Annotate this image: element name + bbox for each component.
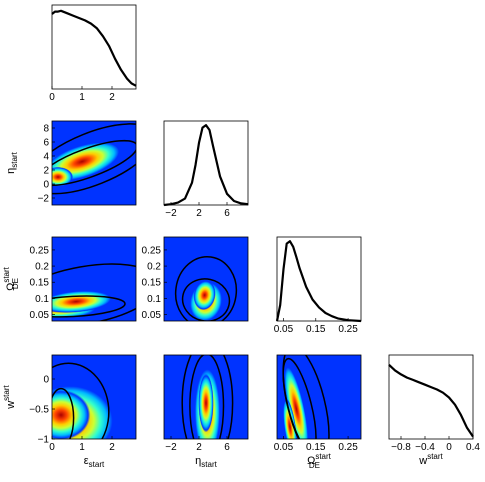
x-tick-label: 0.15 <box>306 442 326 453</box>
x-tick-label: 0.05 <box>274 324 294 335</box>
marginal-panel-4: −0.8 −0.4 0 0.4 <box>388 354 480 453</box>
x-tick-label: −0.4 <box>415 442 435 453</box>
marginal-panel-1: 0 1 2 <box>49 4 137 103</box>
density-blob <box>52 389 91 439</box>
y-tick-label: 4 <box>43 152 49 163</box>
marginal-panel-2: −2 2 6 <box>163 120 249 219</box>
y-tick-label: 0.2 <box>147 262 161 273</box>
confidence-contour <box>282 355 330 439</box>
density-blob <box>193 280 216 311</box>
x-axis-label-w: wstart <box>418 452 443 467</box>
density-blob <box>283 363 310 439</box>
confidence-contour <box>52 387 75 439</box>
y-tick-label: 6 <box>43 138 49 149</box>
joint-panel-1-3: 0.05 0.1 0.15 0.2 0.25 <box>30 236 137 322</box>
confidence-contour <box>189 355 225 439</box>
x-tick-label: 0 <box>49 92 55 103</box>
y-tick-label: 0.1 <box>147 294 161 305</box>
joint-panel-3-4: 0.05 0.15 0.25 <box>274 354 362 453</box>
y-tick-label: −2 <box>38 194 50 205</box>
confidence-contour <box>52 123 136 195</box>
y-tick-label: 0 <box>43 375 49 386</box>
axes-frame <box>276 354 362 440</box>
panels-layer: 0 1 2 −2 2 6 0.05 0.15 0.25 −0.8 −0.4 0 0.4 −2 0 2 4 6 8 0.… <box>2 4 480 470</box>
marginal-curve <box>51 9 137 87</box>
confidence-contour <box>181 278 231 321</box>
x-tick-label: −2 <box>165 208 177 219</box>
confidence-contour <box>181 355 234 439</box>
y-tick-label: 0.25 <box>142 245 162 256</box>
x-axis-label-eps: εstart <box>84 455 105 469</box>
joint-panel-1-2: −2 0 2 4 6 8 <box>38 120 137 206</box>
x-tick-label: 0 <box>446 442 452 453</box>
x-tick-label: 1 <box>79 92 85 103</box>
joint-panel-2-4: −2 2 6 <box>163 354 249 453</box>
x-tick-label: 0.15 <box>306 324 326 335</box>
axes-frame <box>163 120 249 206</box>
x-tick-label: 0.25 <box>338 324 358 335</box>
y-tick-label: 0.15 <box>30 278 50 289</box>
x-tick-label: 6 <box>224 208 230 219</box>
x-tick-label: 1 <box>79 442 85 453</box>
axes-frame <box>51 236 137 322</box>
y-tick-label: 0.15 <box>142 278 162 289</box>
y-tick-label: 8 <box>43 124 49 135</box>
axes-frame <box>163 236 249 322</box>
joint-panel-1-4: 0 1 2 −1 −0.5 0 <box>29 354 137 453</box>
y-tick-label: 0.1 <box>35 294 49 305</box>
axes-frame <box>276 236 362 322</box>
x-tick-label: 0.4 <box>466 442 480 453</box>
x-tick-label: 2 <box>196 442 202 453</box>
x-tick-label: 2 <box>109 442 115 453</box>
x-tick-label: 2 <box>109 92 115 103</box>
y-tick-label: −0.5 <box>29 405 49 416</box>
marginal-curve <box>388 363 474 438</box>
x-tick-label: 0 <box>49 442 55 453</box>
axes-frame <box>51 354 137 440</box>
x-tick-label: −0.8 <box>391 442 411 453</box>
density-blob <box>282 397 298 439</box>
y-axis-label-omega: ΩstartDE <box>2 266 20 291</box>
confidence-contour <box>52 295 126 318</box>
y-axis-label-eta: ηstart <box>5 151 19 173</box>
marginal-curve <box>275 240 362 323</box>
y-tick-label: 0.25 <box>30 245 50 256</box>
density-blob <box>198 373 214 433</box>
marginal-curve <box>163 124 249 207</box>
density-blob <box>52 166 74 188</box>
marginal-panel-3: 0.05 0.15 0.25 <box>274 236 362 335</box>
x-tick-label: 0.25 <box>338 442 358 453</box>
x-tick-label: 0.05 <box>274 442 294 453</box>
x-tick-label: −2 <box>165 442 177 453</box>
y-tick-label: 0.05 <box>142 310 162 321</box>
joint-panel-2-3: 0.05 0.1 0.15 0.2 0.25 <box>142 236 249 322</box>
y-tick-label: 0.05 <box>30 310 50 321</box>
x-tick-label: 2 <box>196 208 202 219</box>
x-axis-label-omega: Ωstart DE <box>307 452 332 470</box>
y-axis-label-w: wstart <box>2 384 17 409</box>
confidence-contour <box>174 255 238 321</box>
x-tick-label: 6 <box>224 442 230 453</box>
axes-frame <box>51 120 137 206</box>
confidence-contour <box>52 263 136 321</box>
y-tick-label: 0 <box>43 180 49 191</box>
axes-frame <box>163 354 249 440</box>
x-axis-label-eta: ηstart <box>195 455 217 469</box>
y-tick-label: 2 <box>43 166 49 177</box>
confidence-contour <box>52 139 136 187</box>
axes-frame <box>51 4 137 90</box>
y-tick-label: 0.2 <box>35 262 49 273</box>
confidence-contour <box>52 362 110 439</box>
y-tick-label: −1 <box>38 435 50 446</box>
axes-frame <box>388 354 474 440</box>
